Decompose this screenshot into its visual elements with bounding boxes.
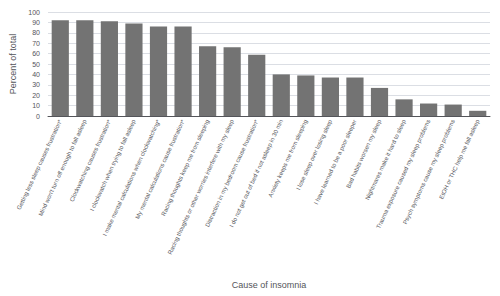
svg-text:Trauma exposure caused my slee: Trauma exposure caused my sleep problems (375, 119, 431, 230)
svg-text:Nightmares make it hard to sle: Nightmares make it hard to sleep (364, 118, 407, 201)
svg-text:Cause of insomnia: Cause of insomnia (232, 280, 307, 290)
svg-text:80: 80 (32, 29, 40, 36)
svg-text:10: 10 (32, 102, 40, 109)
svg-text:Psych symptoms cause my sleep: Psych symptoms cause my sleep problems (402, 119, 456, 226)
svg-text:70: 70 (32, 40, 40, 47)
svg-text:Mind won't turn off enough to: Mind won't turn off enough to fall aslee… (37, 118, 87, 217)
svg-text:Getting less sleep causes frus: Getting less sleep causes frustration* (16, 118, 64, 211)
svg-text:90: 90 (32, 19, 40, 26)
svg-text:EtOH or THC help me fall aslee: EtOH or THC help me fall asleep (438, 118, 481, 200)
svg-text:I lose sleep over losing sleep: I lose sleep over losing sleep (295, 118, 334, 191)
svg-text:60: 60 (32, 50, 40, 57)
svg-text:Racing thoughts or other worri: Racing thoughts or other worries interfe… (166, 118, 235, 256)
svg-text:40: 40 (32, 71, 40, 78)
svg-text:0: 0 (36, 113, 40, 120)
svg-text:30: 30 (32, 81, 40, 88)
svg-text:Distraction in my bedroom caus: Distraction in my bedroom cause frustrat… (204, 118, 260, 228)
svg-text:50: 50 (32, 61, 40, 68)
svg-text:Percent of total: Percent of total (8, 34, 18, 95)
svg-text:My mental calculations cause f: My mental calculations cause frustration… (134, 118, 186, 220)
svg-text:Anxiety keeps me from sleeping: Anxiety keeps me from sleeping (267, 118, 309, 199)
svg-text:I clockwatch when trying to fa: I clockwatch when trying to fall asleep (89, 118, 137, 212)
svg-text:I do not get out of bed if not: I do not get out of bed if not asleep in… (229, 119, 284, 229)
svg-text:100: 100 (28, 9, 40, 16)
svg-text:Clockwatching causes frustrati: Clockwatching causes frustration* (69, 118, 113, 203)
svg-text:Bad habits worsen my sleep: Bad habits worsen my sleep (345, 118, 383, 190)
svg-text:Racing thoughts keep me from s: Racing thoughts keep me from sleeping (160, 119, 210, 217)
svg-text:I make mental calculations whe: I make mental calculations when clockwat… (101, 118, 162, 237)
svg-text:20: 20 (32, 92, 40, 99)
svg-text:I have learned to be a poor sl: I have learned to be a poor sleeper (313, 119, 358, 206)
